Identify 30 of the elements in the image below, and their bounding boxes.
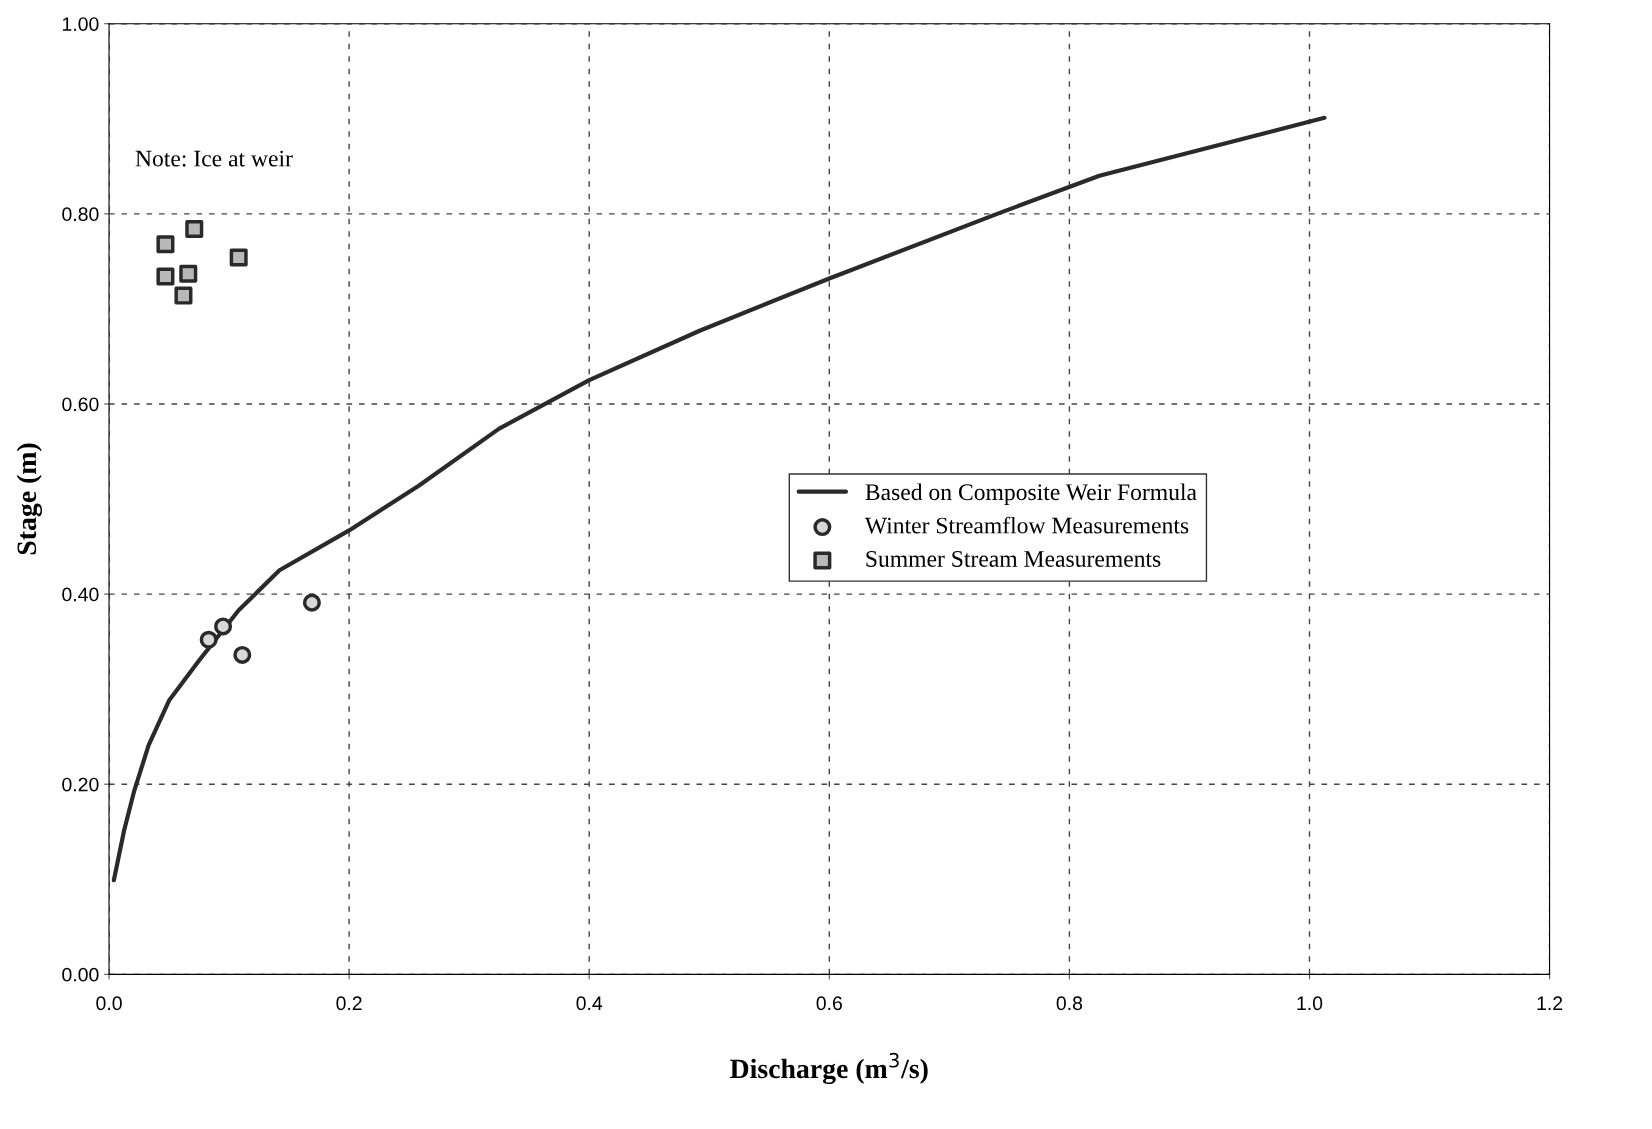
point [302,593,321,612]
y-tick-label: 0.60 [62,397,99,412]
point [156,235,175,254]
x-tick-label: 1.0 [1297,996,1323,1011]
legend-label: Summer Stream Measurements [866,551,1161,567]
point [229,248,248,267]
y-tick-label: 0.20 [62,777,99,792]
annotation: Note: Ice at weir [135,150,293,167]
x-tick-label: 0.2 [336,996,362,1011]
point [185,220,204,239]
legend-label: Based on Composite Weir Formula [865,483,1197,505]
y-axis-title: Stage (m) [16,443,43,555]
y-tick-label: 0.00 [62,967,99,982]
point [156,267,175,286]
y-tick-label: 0.40 [62,587,99,602]
legend-label: Winter Streamflow Measurements [864,516,1189,534]
y-tick-label: 0.80 [62,207,99,222]
point [199,630,218,649]
point [233,645,252,664]
point [179,264,198,283]
x-tick-label: 0.6 [816,996,842,1011]
x-tick-label: 1.2 [1537,996,1563,1010]
point [214,617,233,636]
x-tick-label: 0.0 [96,996,122,1011]
point [174,286,193,305]
x-axis-title: Discharge (m$^{3}$/s) [730,1052,928,1085]
line-series [111,115,1327,883]
y-tick-label: 1.00 [62,17,99,31]
x-tick-label: 0.8 [1056,996,1083,1011]
x-tick-label: 0.4 [576,996,603,1011]
